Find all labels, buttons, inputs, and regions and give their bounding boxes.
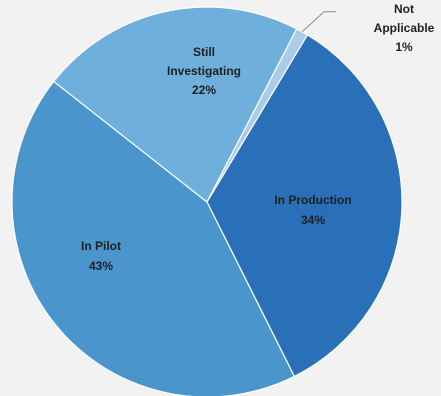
slice-percent-still-investigating: 22% [192,83,216,97]
slice-percent-not-applicable: 1% [395,40,413,54]
slice-label-not-applicable: Applicable [374,21,435,35]
slice-label-in-production: In Production [274,193,351,207]
slice-label-still-investigating: Still [193,45,215,59]
pie-labels: In Production 34% In Pilot 43% Still Investig… [81,2,435,273]
pie-slices [11,6,403,396]
slice-label-not-applicable: Not [394,2,414,16]
slice-percent-in-pilot: 43% [89,259,113,273]
pie-slice-still-investigating [52,6,298,203]
pie-slice-in-pilot [11,80,296,396]
leader-line-not-applicable [301,11,337,33]
slice-label-in-pilot: In Pilot [81,239,121,253]
slice-percent-in-production: 34% [301,213,325,227]
slice-label-still-investigating: Investigating [167,64,241,78]
pie-slice-in-production [206,34,403,378]
